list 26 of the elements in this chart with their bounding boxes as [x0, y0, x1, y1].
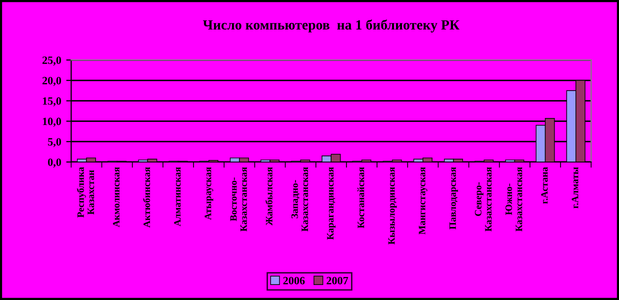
x-tick-label: г.Астана: [541, 167, 548, 204]
x-tick-label: Мангистауская: [418, 167, 428, 234]
y-tick-label: 0,0: [48, 158, 62, 168]
chart-title: Число компьютеров на 1 библиотеку РК: [202, 20, 460, 32]
x-tick-label: Алматинская: [174, 167, 181, 226]
x-tick-label: Атырауская: [204, 167, 214, 220]
x-tick-label: Актюбинская: [143, 167, 150, 228]
x-tick-label: Восточно-Казахстанская: [230, 167, 247, 232]
y-tick-label: 10,0: [42, 118, 62, 127]
x-tick-label: Южно-Казахстанская: [505, 167, 522, 232]
y-tick-label: 25,0: [42, 56, 62, 66]
x-tick-label: Костанайская: [357, 167, 364, 228]
x-tick-label: Кызылординская: [388, 167, 397, 244]
legend-label: 2007: [326, 276, 348, 284]
x-tick-label: Западно-Казахстанская: [291, 167, 308, 232]
x-tick-label: Жамбылская: [265, 167, 272, 226]
x-tick-label: г.Алматы: [572, 167, 578, 208]
x-tick-label: Республика Казахстан: [76, 167, 94, 218]
y-tick-label: 20,0: [42, 76, 62, 86]
x-tick-label: Северо-Казахстанская: [474, 167, 492, 232]
y-tick-label: 15,0: [42, 97, 62, 106]
x-tick-label: Карагандинская: [327, 167, 336, 240]
x-tick-label: Павлодарская: [449, 167, 458, 230]
legend-label: 2006: [283, 276, 305, 284]
y-tick-label: 5,0: [48, 138, 62, 148]
x-tick-label: Акмолинская: [112, 167, 120, 228]
